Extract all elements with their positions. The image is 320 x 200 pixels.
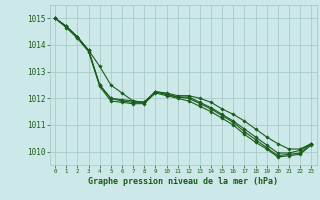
X-axis label: Graphe pression niveau de la mer (hPa): Graphe pression niveau de la mer (hPa) [88,177,278,186]
